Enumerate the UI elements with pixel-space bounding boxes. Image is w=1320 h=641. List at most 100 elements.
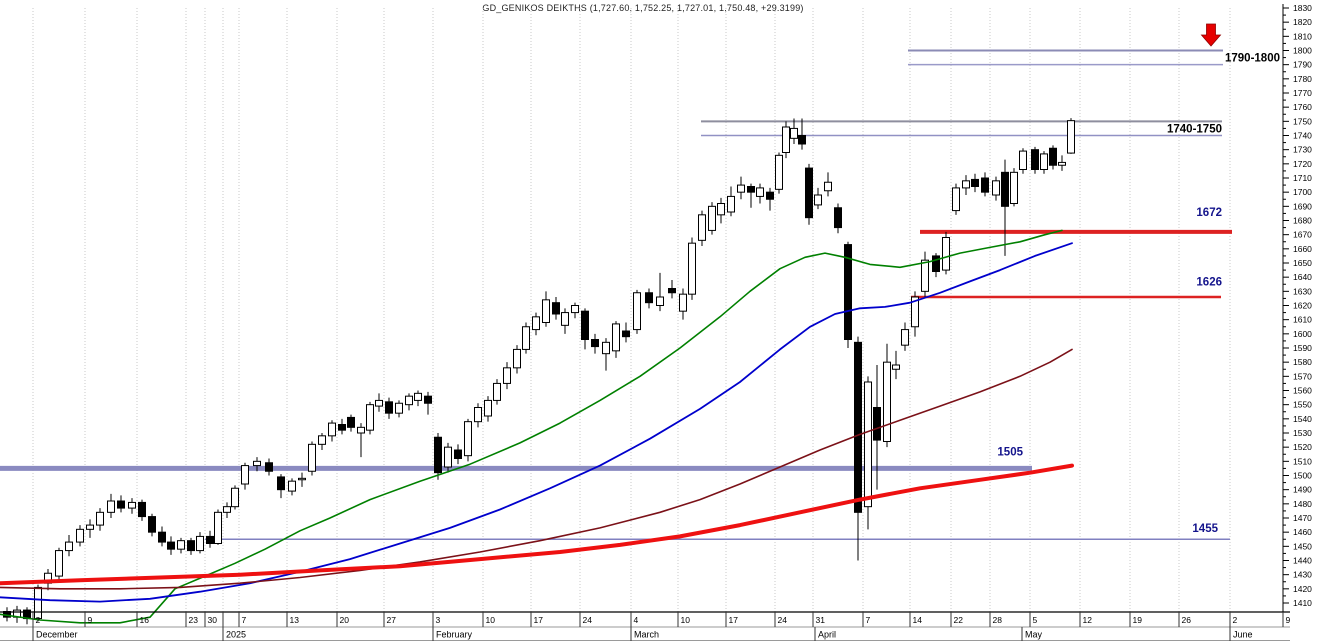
candle xyxy=(253,460,261,467)
y-tick-label: 1640 xyxy=(1293,272,1312,282)
y-tick-label: 1460 xyxy=(1293,527,1312,537)
y-tick-label: 1820 xyxy=(1293,17,1312,27)
y-tick-label: 1420 xyxy=(1293,584,1312,594)
candle xyxy=(357,426,365,434)
candle xyxy=(873,407,881,441)
x-week-label: 31 xyxy=(816,615,826,625)
x-week-label: 23 xyxy=(189,615,199,625)
x-week-label: 10 xyxy=(486,615,496,625)
level-label: 1455 xyxy=(1192,523,1218,535)
candle xyxy=(798,135,806,145)
y-tick-label: 1790 xyxy=(1293,60,1312,70)
candle xyxy=(911,296,919,328)
candles-layer xyxy=(3,118,1075,625)
down-arrow-icon xyxy=(1200,23,1222,47)
candle xyxy=(581,310,589,340)
y-tick-label: 1510 xyxy=(1293,456,1312,466)
x-week-label: 22 xyxy=(954,615,964,625)
x-week-label: 30 xyxy=(208,615,218,625)
x-week-label: 7 xyxy=(866,615,871,625)
candle xyxy=(756,187,764,197)
ma-fast-green xyxy=(0,229,1063,624)
x-week-label: 3 xyxy=(436,615,441,625)
candle xyxy=(727,195,735,213)
candle xyxy=(338,424,346,431)
x-month-label: May xyxy=(1025,630,1043,640)
x-week-label: 12 xyxy=(1083,615,1093,625)
x-axis: 2 9 16 23 30 7 13 20 27 3 10 17 24 4 10 17 24 31 7 14 22 28 5 1… xyxy=(0,611,1291,641)
candle xyxy=(454,449,462,459)
y-tick-label: 1520 xyxy=(1293,442,1312,452)
levels-layer xyxy=(0,49,1232,540)
x-month-label: February xyxy=(436,630,473,640)
candle xyxy=(602,341,610,355)
candle xyxy=(444,446,452,468)
candle xyxy=(128,501,136,509)
candle xyxy=(775,154,783,190)
x-week-label: 17 xyxy=(729,615,739,625)
y-tick-label: 1670 xyxy=(1293,230,1312,240)
candle xyxy=(223,506,231,513)
candle xyxy=(1058,161,1066,166)
candle xyxy=(231,487,239,508)
candle xyxy=(347,416,355,428)
x-month-label: December xyxy=(36,630,78,640)
x-week-label: 24 xyxy=(583,615,593,625)
candle xyxy=(814,194,822,206)
x-week-label: 10 xyxy=(681,615,691,625)
candle xyxy=(571,305,579,314)
candle xyxy=(612,323,620,352)
candle xyxy=(766,191,774,200)
candle xyxy=(375,399,383,407)
x-week-label: 27 xyxy=(387,615,397,625)
annotation-layer xyxy=(1200,23,1222,47)
candle xyxy=(298,477,306,481)
candle xyxy=(834,207,842,229)
y-tick-label: 1500 xyxy=(1293,471,1312,481)
candle xyxy=(503,367,511,384)
x-week-label: 5 xyxy=(1033,615,1038,625)
candle xyxy=(405,395,413,406)
candle xyxy=(971,178,979,188)
candle xyxy=(318,435,326,445)
level-label: 1626 xyxy=(1196,276,1222,288)
candle xyxy=(782,126,790,153)
y-tick-label: 1760 xyxy=(1293,102,1312,112)
y-tick-label: 1570 xyxy=(1293,371,1312,381)
candle xyxy=(522,326,530,350)
x-week-label: 9 xyxy=(88,615,93,625)
y-tick-label: 1610 xyxy=(1293,315,1312,325)
candle xyxy=(117,500,125,509)
candle xyxy=(1010,171,1018,204)
candle xyxy=(277,476,285,491)
candle xyxy=(622,330,630,338)
candle xyxy=(1001,171,1009,207)
candle xyxy=(901,329,909,346)
candle xyxy=(747,186,755,193)
x-week-label: 24 xyxy=(778,615,788,625)
candle xyxy=(864,381,872,508)
y-tick-label: 1580 xyxy=(1293,357,1312,367)
y-tick-label: 1660 xyxy=(1293,244,1312,254)
y-tick-label: 1740 xyxy=(1293,131,1312,141)
y-tick-label: 1710 xyxy=(1293,173,1312,183)
candle xyxy=(1049,147,1057,166)
y-tick-label: 1620 xyxy=(1293,301,1312,311)
candle xyxy=(107,500,115,513)
candle xyxy=(790,127,798,139)
y-tick-label: 1780 xyxy=(1293,74,1312,84)
x-week-label: 16 xyxy=(140,615,150,625)
candle xyxy=(854,341,862,513)
level-label: 1740-1750 xyxy=(1167,123,1222,135)
y-tick-label: 1490 xyxy=(1293,485,1312,495)
candle xyxy=(474,407,482,423)
x-week-label: 14 xyxy=(913,615,923,625)
y-tick-label: 1770 xyxy=(1293,88,1312,98)
candle xyxy=(214,511,222,544)
candle xyxy=(385,401,393,414)
candle xyxy=(717,203,725,216)
candle xyxy=(424,395,432,404)
level-labels-layer: 1790-1800 1740-1750 1672 1626 1505 1455 xyxy=(997,53,1280,535)
candle xyxy=(395,402,403,414)
